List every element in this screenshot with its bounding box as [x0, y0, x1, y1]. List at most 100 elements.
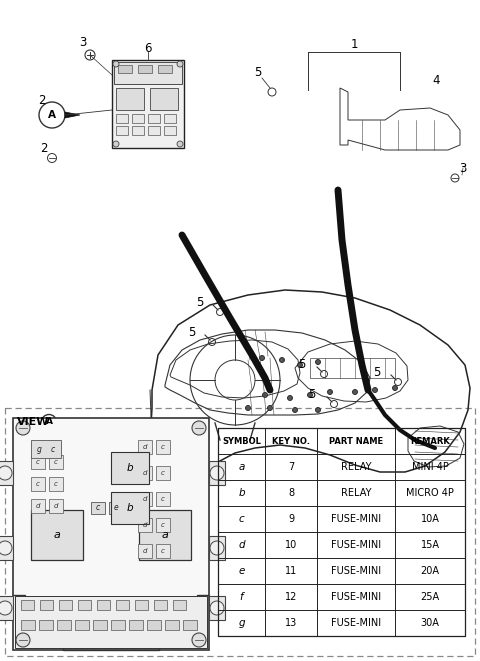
Circle shape	[288, 395, 292, 401]
Circle shape	[113, 141, 119, 147]
Polygon shape	[158, 65, 172, 73]
Circle shape	[292, 407, 298, 412]
Text: 25A: 25A	[420, 592, 440, 602]
Polygon shape	[59, 600, 72, 610]
Polygon shape	[21, 600, 34, 610]
Text: c: c	[161, 548, 165, 554]
Text: b: b	[127, 503, 133, 513]
Text: c: c	[161, 444, 165, 450]
Text: 2: 2	[38, 93, 46, 106]
Polygon shape	[31, 510, 83, 560]
Polygon shape	[148, 126, 160, 135]
Circle shape	[0, 466, 12, 480]
Polygon shape	[111, 492, 149, 524]
Text: FUSE-MINI: FUSE-MINI	[331, 514, 381, 524]
Text: c: c	[51, 444, 55, 453]
Polygon shape	[75, 620, 89, 630]
Polygon shape	[116, 88, 144, 110]
Text: c: c	[36, 481, 40, 487]
Polygon shape	[156, 544, 170, 558]
Polygon shape	[156, 466, 170, 480]
Text: 15A: 15A	[420, 540, 440, 550]
Text: g: g	[238, 618, 245, 628]
Text: VIEW: VIEW	[17, 417, 49, 427]
Text: FUSE-MINI: FUSE-MINI	[331, 566, 381, 576]
Polygon shape	[114, 62, 182, 84]
Circle shape	[0, 601, 12, 615]
Text: c: c	[161, 496, 165, 502]
Text: d: d	[143, 548, 147, 554]
Circle shape	[210, 601, 224, 615]
Text: e: e	[114, 504, 119, 512]
Polygon shape	[164, 114, 176, 123]
Polygon shape	[164, 126, 176, 135]
Text: 5: 5	[308, 389, 316, 401]
Polygon shape	[40, 600, 53, 610]
Polygon shape	[65, 112, 80, 118]
Circle shape	[393, 385, 397, 391]
Text: 2: 2	[40, 141, 48, 155]
Polygon shape	[138, 492, 152, 506]
Text: FUSE-MINI: FUSE-MINI	[331, 592, 381, 602]
Text: A: A	[46, 418, 52, 426]
Circle shape	[177, 61, 183, 67]
Text: e: e	[238, 566, 245, 576]
Polygon shape	[209, 461, 225, 485]
Polygon shape	[57, 620, 71, 630]
Circle shape	[298, 362, 302, 368]
Text: 5: 5	[188, 325, 196, 338]
Polygon shape	[147, 620, 161, 630]
Text: 5: 5	[373, 366, 381, 379]
Text: FUSE-MINI: FUSE-MINI	[331, 540, 381, 550]
Polygon shape	[165, 620, 179, 630]
Text: 12: 12	[285, 592, 297, 602]
Text: 5: 5	[196, 295, 204, 309]
Text: a: a	[238, 462, 245, 472]
Polygon shape	[129, 620, 143, 630]
Polygon shape	[111, 620, 125, 630]
Text: KEY NO.: KEY NO.	[272, 436, 310, 446]
Text: 5: 5	[298, 358, 306, 371]
Text: MINI 4P: MINI 4P	[411, 462, 448, 472]
Text: A: A	[48, 110, 56, 120]
Polygon shape	[109, 502, 123, 514]
Polygon shape	[116, 600, 129, 610]
Polygon shape	[156, 492, 170, 506]
Text: 30A: 30A	[420, 618, 439, 628]
Polygon shape	[31, 440, 61, 458]
Polygon shape	[39, 620, 53, 630]
Polygon shape	[49, 499, 63, 513]
Text: d: d	[54, 503, 58, 509]
Circle shape	[0, 541, 12, 555]
Circle shape	[210, 466, 224, 480]
Text: 7: 7	[288, 462, 294, 472]
Polygon shape	[139, 510, 191, 560]
Text: c: c	[54, 459, 58, 465]
Polygon shape	[13, 418, 209, 650]
Circle shape	[315, 360, 321, 364]
Text: 4: 4	[432, 73, 440, 87]
Text: PART NAME: PART NAME	[329, 436, 383, 446]
Text: 8: 8	[288, 488, 294, 498]
Text: d: d	[143, 444, 147, 450]
Text: 11: 11	[285, 566, 297, 576]
Circle shape	[192, 633, 206, 647]
Polygon shape	[209, 596, 225, 620]
Polygon shape	[97, 600, 110, 610]
Text: a: a	[54, 530, 60, 540]
Text: 1: 1	[350, 38, 358, 52]
Polygon shape	[154, 600, 167, 610]
Polygon shape	[138, 544, 152, 558]
Text: 6: 6	[144, 42, 152, 54]
Circle shape	[210, 541, 224, 555]
Polygon shape	[116, 126, 128, 135]
Text: d: d	[143, 522, 147, 528]
Text: a: a	[162, 530, 168, 540]
Text: MICRO 4P: MICRO 4P	[406, 488, 454, 498]
Text: 9: 9	[288, 514, 294, 524]
Circle shape	[308, 393, 312, 397]
Polygon shape	[111, 452, 149, 484]
Text: b: b	[127, 463, 133, 473]
Circle shape	[260, 356, 264, 360]
Text: c: c	[161, 522, 165, 528]
